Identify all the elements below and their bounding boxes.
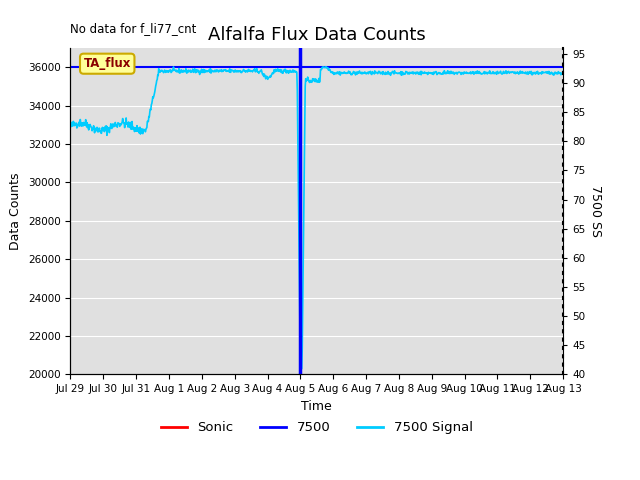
Legend: Sonic, 7500, 7500 Signal: Sonic, 7500, 7500 Signal — [156, 416, 478, 440]
Text: No data for f_li77_cnt: No data for f_li77_cnt — [70, 22, 196, 35]
X-axis label: Time: Time — [301, 400, 332, 413]
Y-axis label: Data Counts: Data Counts — [10, 172, 22, 250]
Text: TA_flux: TA_flux — [84, 57, 131, 70]
Title: Alfalfa Flux Data Counts: Alfalfa Flux Data Counts — [208, 25, 426, 44]
Y-axis label: 7500 SS: 7500 SS — [589, 185, 602, 237]
